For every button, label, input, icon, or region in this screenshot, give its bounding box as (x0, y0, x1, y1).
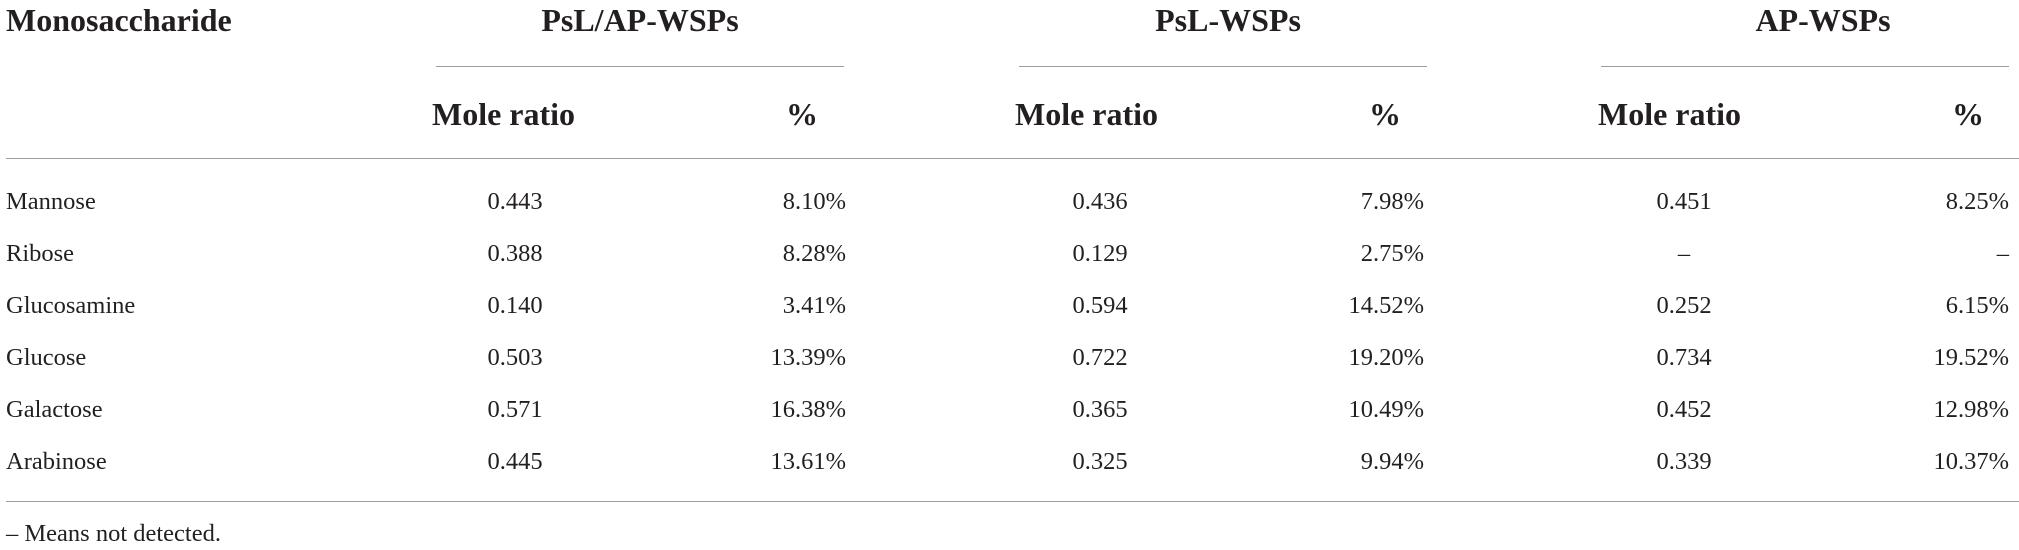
cell-value: 8.28% (782, 240, 846, 267)
row-label: Glucosamine (6, 292, 136, 319)
subheader-mole-ratio-3: Mole ratio (1598, 96, 1742, 132)
row-label: Galactose (6, 396, 103, 423)
table-footnote: – Means not detected. (6, 520, 221, 547)
cell-value: 10.49% (1348, 396, 1424, 423)
group-rule-ap-wsps (1601, 66, 2009, 67)
cell-value: 0.339 (1656, 448, 1712, 475)
cell-value: 0.594 (1072, 292, 1128, 319)
table-bottom-rule (6, 501, 2019, 502)
cell-value: 6.15% (1945, 292, 2009, 319)
cell-value: 9.94% (1360, 448, 1424, 475)
cell-value: 16.38% (770, 396, 846, 423)
cell-value: 2.75% (1360, 240, 1424, 267)
cell-value: 0.140 (487, 292, 543, 319)
group-header-psl-wsps: PsL-WSPs (1155, 2, 1301, 38)
cell-value: 10.37% (1933, 448, 2009, 475)
subheader-percent-2: % (1369, 96, 1401, 132)
cell-value: 13.39% (770, 344, 846, 371)
cell-value: 0.503 (487, 344, 543, 371)
cell-value: 19.52% (1933, 344, 2009, 371)
cell-value: 8.10% (782, 188, 846, 215)
subheader-mole-ratio-1: Mole ratio (432, 96, 576, 132)
cell-value: 0.452 (1656, 396, 1712, 423)
cell-value: 0.445 (487, 448, 543, 475)
subheader-mole-ratio-2: Mole ratio (1015, 96, 1159, 132)
group-header-ap-wsps: AP-WSPs (1755, 2, 1891, 38)
header-bottom-rule (6, 158, 2019, 159)
cell-value: 0.436 (1072, 188, 1128, 215)
cell-value: 0.365 (1072, 396, 1128, 423)
cell-value: 0.325 (1072, 448, 1128, 475)
row-label: Ribose (6, 240, 75, 267)
cell-value: 0.571 (487, 396, 543, 423)
row-label: Arabinose (6, 448, 107, 475)
cell-value: 0.129 (1072, 240, 1128, 267)
group-rule-psl-wsps (1019, 66, 1427, 67)
cell-value: 0.443 (487, 188, 543, 215)
cell-value: 0.252 (1656, 292, 1712, 319)
group-rule-psl-ap-wsps (436, 66, 844, 67)
row-label: Mannose (6, 188, 96, 215)
subheader-percent-3: % (1952, 96, 1984, 132)
cell-value: – (1996, 240, 2009, 267)
cell-value: 19.20% (1348, 344, 1424, 371)
cell-value: – (1677, 240, 1691, 267)
cell-value: 0.722 (1072, 344, 1128, 371)
cell-value: 3.41% (782, 292, 846, 319)
row-label: Glucose (6, 344, 87, 371)
cell-value: 0.388 (487, 240, 543, 267)
row-label-header: Monosaccharide (6, 2, 232, 38)
cell-value: 8.25% (1945, 188, 2009, 215)
cell-value: 0.734 (1656, 344, 1712, 371)
cell-value: 12.98% (1933, 396, 2009, 423)
cell-value: 13.61% (770, 448, 846, 475)
cell-value: 0.451 (1656, 188, 1712, 215)
subheader-percent-1: % (786, 96, 818, 132)
cell-value: 14.52% (1348, 292, 1424, 319)
cell-value: 7.98% (1360, 188, 1424, 215)
group-header-psl-ap-wsps: PsL/AP-WSPs (541, 2, 739, 38)
